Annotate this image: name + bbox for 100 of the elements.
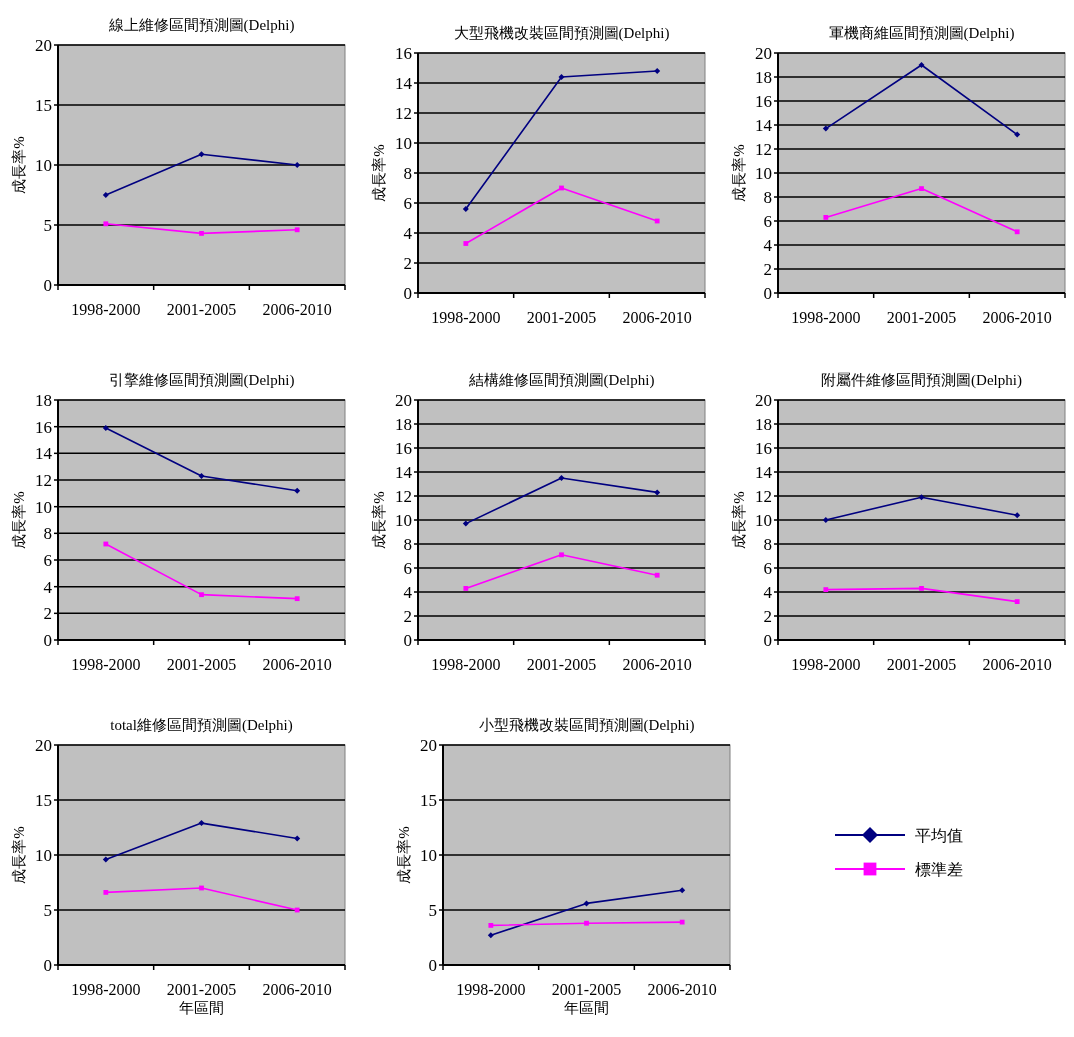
point <box>198 151 205 158</box>
y-tick-label: 18 <box>395 415 412 434</box>
point <box>294 162 301 168</box>
y-tick-label: 14 <box>755 116 773 135</box>
chart-title: 線上維修區間預測圖(Delphi) <box>107 17 295 34</box>
x-tick-label: 1998-2000 <box>71 301 141 318</box>
y-tick-label: 12 <box>755 140 772 159</box>
y-tick-label: 6 <box>763 559 772 578</box>
chart-title: 引擎維修區間預測圖(Delphi) <box>108 372 295 389</box>
y-tick-label: 0 <box>763 631 772 650</box>
y-tick-label: 12 <box>35 471 52 490</box>
y-tick-label: 0 <box>43 276 52 295</box>
point <box>918 494 925 501</box>
y-tick-label: 15 <box>35 791 52 810</box>
y-tick-label: 20 <box>35 736 52 755</box>
y-tick-label: 10 <box>395 511 412 530</box>
y-tick-label: 6 <box>43 551 52 570</box>
x-tick-label: 2006-2010 <box>262 981 332 998</box>
y-tick-label: 0 <box>43 956 52 975</box>
point <box>583 900 590 907</box>
point <box>1014 229 1020 235</box>
y-tick-label: 10 <box>755 511 772 530</box>
y-tick-label: 8 <box>403 535 412 554</box>
point <box>919 186 924 191</box>
y-tick-label: 12 <box>395 487 412 506</box>
point <box>463 586 469 591</box>
point <box>822 125 829 132</box>
y-tick-label: 0 <box>43 631 52 650</box>
y-axis-title: 成長率% <box>731 144 747 202</box>
point <box>294 596 300 602</box>
y-tick-label: 15 <box>35 96 52 115</box>
x-tick-label: 2001-2005 <box>551 981 622 998</box>
y-tick-label: 16 <box>395 44 412 63</box>
y-tick-label: 14 <box>395 74 413 93</box>
x-axis-title: 年區間 <box>179 1000 224 1016</box>
x-tick-label: 1998-2000 <box>791 656 861 673</box>
point <box>654 68 661 74</box>
chart-title: 大型飛機改裝區間預測圖(Delphi) <box>453 25 670 42</box>
chart-title: 軍機商維區間預測圖(Delphi) <box>828 25 1015 42</box>
y-tick-label: 14 <box>35 444 53 464</box>
y-tick-label: 8 <box>403 164 412 183</box>
y-tick-label: 20 <box>420 736 437 755</box>
x-tick-label: 1998-2000 <box>71 656 141 673</box>
y-tick-label: 4 <box>43 577 53 597</box>
point <box>559 552 564 558</box>
x-tick-label: 2006-2010 <box>982 309 1052 326</box>
x-tick-label: 2001-2005 <box>526 656 597 673</box>
point <box>103 890 109 895</box>
y-tick-label: 6 <box>403 194 412 213</box>
y-tick-label: 15 <box>420 791 437 810</box>
legend-label: 平均值 <box>915 827 963 844</box>
y-tick-label: 0 <box>403 631 412 650</box>
point <box>102 856 109 863</box>
y-tick-label: 16 <box>755 439 772 458</box>
point <box>103 221 109 227</box>
y-tick-label: 6 <box>403 559 412 578</box>
y-tick-label: 2 <box>403 607 412 626</box>
y-tick-label: 0 <box>428 956 437 975</box>
y-tick-label: 20 <box>755 391 772 410</box>
point <box>487 932 494 939</box>
point <box>294 835 301 842</box>
y-tick-label: 10 <box>395 134 412 153</box>
point <box>198 820 205 827</box>
x-tick-label: 1998-2000 <box>431 309 501 326</box>
y-tick-label: 20 <box>755 44 772 63</box>
y-tick-label: 10 <box>35 156 52 175</box>
chart-title: 附屬件維修區間預測圖(Delphi) <box>821 372 1022 389</box>
point <box>822 517 829 523</box>
y-tick-label: 2 <box>43 604 52 624</box>
point <box>679 919 685 925</box>
y-tick-label: 18 <box>755 68 772 87</box>
chart-title: 結構維修區間預測圖(Delphi) <box>467 372 655 389</box>
y-tick-label: 20 <box>395 391 412 410</box>
y-tick-label: 5 <box>428 901 437 920</box>
x-tick-label: 2006-2010 <box>982 656 1052 673</box>
y-tick-label: 12 <box>395 104 412 123</box>
y-axis-title: 成長率% <box>396 826 412 884</box>
y-tick-label: 16 <box>35 417 52 437</box>
point <box>823 215 829 220</box>
y-tick-label: 4 <box>403 224 413 243</box>
y-axis-title: 成長率% <box>11 826 27 884</box>
y-tick-label: 16 <box>755 92 772 111</box>
y-tick-label: 10 <box>35 497 52 517</box>
x-tick-label: 2001-2005 <box>166 656 237 673</box>
y-tick-label: 10 <box>755 164 772 183</box>
y-tick-label: 20 <box>35 36 52 55</box>
x-axis-title: 年區間 <box>564 1000 609 1016</box>
x-tick-label: 2001-2005 <box>166 301 237 318</box>
point <box>198 473 205 479</box>
x-tick-label: 2006-2010 <box>647 981 717 998</box>
point <box>1014 599 1020 604</box>
legend-label: 標準差 <box>915 861 963 878</box>
point <box>102 425 109 431</box>
y-tick-label: 18 <box>35 391 52 410</box>
x-tick-label: 1998-2000 <box>456 981 526 998</box>
x-tick-label: 2001-2005 <box>166 981 237 998</box>
point <box>584 920 589 926</box>
y-axis-title: 成長率% <box>11 491 27 549</box>
y-tick-label: 4 <box>763 236 773 255</box>
point <box>918 62 925 68</box>
